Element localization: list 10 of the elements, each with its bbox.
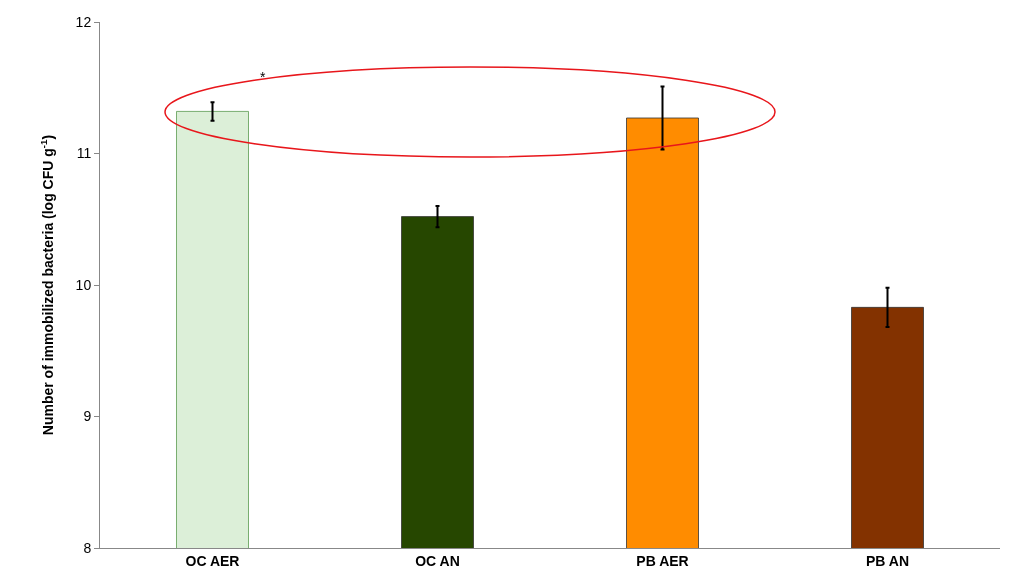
annotation: * bbox=[260, 69, 266, 85]
y-tick-label: 10 bbox=[75, 276, 92, 293]
x-tick-label: PB AN bbox=[865, 552, 910, 569]
y-tick-label: 12 bbox=[75, 13, 92, 30]
y-tick-label: 11 bbox=[76, 145, 92, 162]
x-tick-label: OC AN bbox=[415, 552, 460, 569]
x-tick-label: OC AER bbox=[185, 552, 240, 569]
x-tick-label: PB AER bbox=[636, 552, 689, 569]
y-tick-label: 9 bbox=[83, 408, 92, 425]
y-tick-label: 8 bbox=[83, 539, 92, 556]
